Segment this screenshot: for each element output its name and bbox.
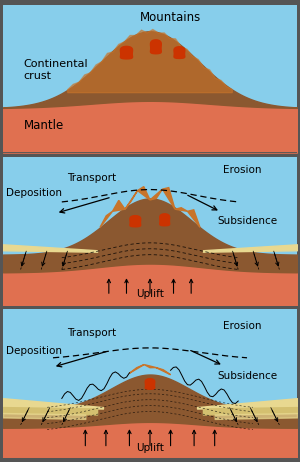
Text: Subsidence: Subsidence bbox=[218, 216, 278, 225]
Text: Deposition: Deposition bbox=[6, 346, 62, 356]
Polygon shape bbox=[112, 201, 125, 211]
Polygon shape bbox=[156, 368, 171, 375]
Polygon shape bbox=[68, 30, 232, 93]
Text: Uplift: Uplift bbox=[136, 289, 164, 299]
Polygon shape bbox=[174, 47, 185, 58]
Polygon shape bbox=[188, 210, 200, 227]
Polygon shape bbox=[120, 46, 133, 59]
Text: Mountains: Mountains bbox=[140, 12, 201, 24]
Text: Continental
crust: Continental crust bbox=[24, 59, 88, 80]
Polygon shape bbox=[129, 365, 144, 373]
Polygon shape bbox=[150, 189, 163, 200]
Polygon shape bbox=[144, 365, 156, 368]
Polygon shape bbox=[175, 208, 188, 211]
Polygon shape bbox=[100, 211, 112, 227]
Polygon shape bbox=[160, 214, 170, 226]
Text: Deposition: Deposition bbox=[6, 188, 62, 198]
Text: Transport: Transport bbox=[67, 328, 116, 338]
Text: Subsidence: Subsidence bbox=[218, 371, 278, 381]
Polygon shape bbox=[145, 379, 155, 389]
Polygon shape bbox=[151, 40, 161, 54]
Text: Erosion: Erosion bbox=[224, 165, 262, 176]
Text: Uplift: Uplift bbox=[136, 443, 164, 453]
Text: Mantle: Mantle bbox=[24, 120, 64, 133]
Text: Erosion: Erosion bbox=[224, 321, 262, 331]
Polygon shape bbox=[163, 188, 175, 209]
Polygon shape bbox=[125, 190, 137, 209]
Text: Transport: Transport bbox=[67, 173, 116, 183]
Polygon shape bbox=[130, 216, 141, 227]
Polygon shape bbox=[137, 187, 150, 200]
